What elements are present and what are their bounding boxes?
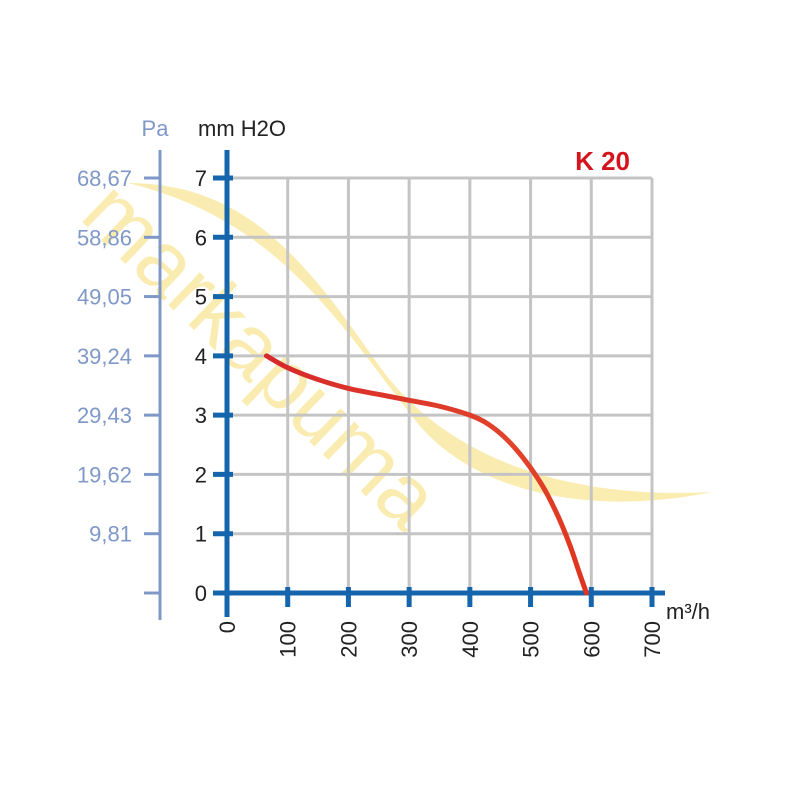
y2-tick-label: 49,05	[77, 285, 132, 310]
y-tick-label: 2	[195, 462, 207, 487]
y2-tick-label: 58,86	[77, 225, 132, 250]
x-tick-label: 0	[215, 621, 240, 633]
y2-axis-label: Pa	[142, 116, 170, 141]
x-tick-label: 500	[519, 621, 544, 658]
y2-tick-label: 68,67	[77, 166, 132, 191]
y2-tick-label: 29,43	[77, 403, 132, 428]
x-tick-label: 200	[336, 621, 361, 658]
x-axis-label: m³/h	[666, 599, 710, 624]
x-tick-label: 300	[397, 621, 422, 658]
y-tick-label: 3	[195, 403, 207, 428]
y2-tick-label: 39,24	[77, 344, 132, 369]
y2-tick-label: 9,81	[89, 522, 132, 547]
y-tick-label: 4	[195, 344, 207, 369]
y-tick-label: 5	[195, 285, 207, 310]
ticks: 0 1 2 3 4 5 6 7 9,81 19,62 29,43 39,24 49,05 58,86 68,…	[77, 166, 665, 658]
x-tick-label: 600	[579, 621, 604, 658]
y-tick-label: 6	[195, 225, 207, 250]
y-tick-label: 7	[195, 166, 207, 191]
x-tick-label: 100	[276, 621, 301, 658]
chart-title: K 20	[575, 146, 630, 176]
grid	[227, 176, 654, 593]
y-tick-label: 0	[195, 581, 207, 606]
x-tick-label: 400	[458, 621, 483, 658]
curve	[263, 353, 589, 596]
x-tick-label: 700	[640, 621, 665, 658]
performance-curve	[263, 353, 589, 596]
y-axis-label: mm H2O	[198, 116, 286, 141]
y2-tick-label: 19,62	[77, 462, 132, 487]
y-tick-label: 1	[195, 522, 207, 547]
